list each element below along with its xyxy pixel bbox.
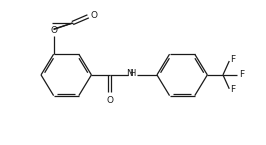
Text: F: F bbox=[231, 55, 236, 64]
Text: O: O bbox=[106, 96, 113, 105]
Text: F: F bbox=[239, 70, 244, 79]
Text: N: N bbox=[126, 69, 132, 78]
Text: H: H bbox=[129, 69, 135, 78]
Text: F: F bbox=[231, 85, 236, 95]
Text: O: O bbox=[90, 11, 97, 20]
Text: O: O bbox=[50, 26, 57, 35]
